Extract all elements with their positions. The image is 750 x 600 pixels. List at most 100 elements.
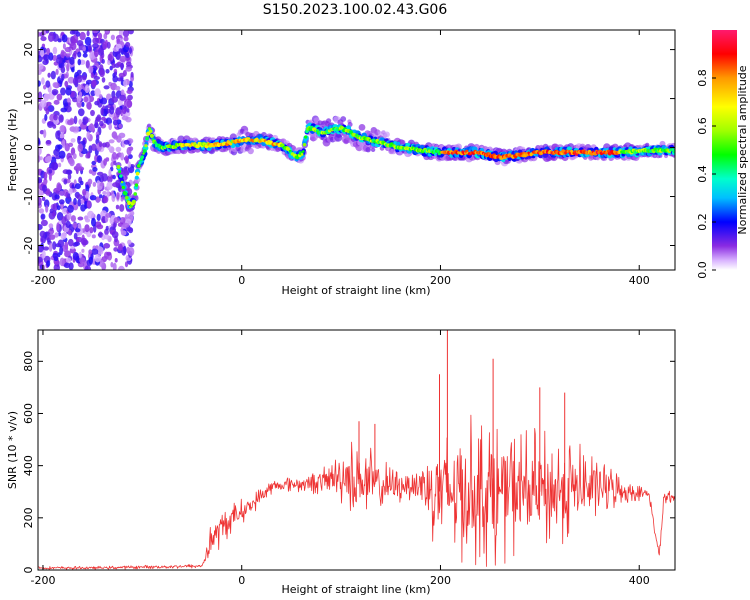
noise-blob bbox=[65, 87, 72, 96]
noise-blob bbox=[67, 119, 74, 126]
noise-blob bbox=[97, 47, 104, 56]
noise-blob bbox=[74, 183, 81, 190]
noise-blob bbox=[53, 99, 60, 105]
snr-x-label: Height of straight line (km) bbox=[281, 583, 430, 596]
noise-blob bbox=[126, 147, 132, 156]
noise-blob bbox=[48, 52, 54, 61]
noise-blob bbox=[43, 246, 50, 251]
ridge-core bbox=[133, 192, 137, 196]
noise-blob bbox=[102, 191, 107, 195]
noise-blob bbox=[78, 251, 82, 259]
colorbar-gradient bbox=[712, 30, 737, 270]
ridge-core bbox=[138, 161, 142, 165]
noise-blob bbox=[56, 222, 60, 232]
noise-blob bbox=[99, 194, 103, 199]
y-tick-label: 0 bbox=[22, 144, 35, 151]
ridge-core bbox=[145, 136, 149, 140]
noise-blob bbox=[105, 117, 113, 125]
noise-blob bbox=[43, 84, 47, 90]
noise-blob bbox=[85, 184, 90, 193]
noise-blob bbox=[119, 63, 125, 69]
noise-blob bbox=[54, 194, 60, 200]
noise-blob bbox=[118, 243, 123, 251]
noise-blob bbox=[73, 232, 78, 240]
noise-blob bbox=[86, 131, 91, 140]
noise-blob bbox=[126, 108, 130, 113]
noise-blob bbox=[40, 213, 46, 220]
ridge-band bbox=[396, 141, 401, 146]
noise-blob bbox=[96, 134, 100, 141]
noise-blob bbox=[41, 235, 46, 244]
noise-blob bbox=[38, 256, 43, 263]
ridge-band bbox=[186, 139, 191, 144]
noise-blob bbox=[92, 167, 98, 172]
noise-blob bbox=[91, 160, 97, 166]
spectrogram-panel: -200 0 200 400 -20 -10 0 10 20 Height of straig… bbox=[6, 29, 676, 297]
noise-blob bbox=[61, 216, 67, 225]
ridge-core bbox=[121, 185, 126, 190]
noise-blob bbox=[79, 180, 84, 186]
noise-blob bbox=[49, 208, 54, 214]
noise-blob bbox=[116, 192, 120, 200]
noise-blob bbox=[115, 107, 122, 115]
noise-blob bbox=[115, 85, 121, 91]
noise-blob bbox=[100, 107, 104, 116]
noise-blob bbox=[88, 249, 93, 255]
noise-blob bbox=[52, 82, 58, 88]
ridge-core bbox=[281, 143, 285, 147]
noise-blob bbox=[43, 93, 49, 102]
noise-blob bbox=[97, 32, 103, 40]
ridge-core bbox=[140, 155, 145, 159]
noise-blob bbox=[112, 119, 119, 126]
noise-blob bbox=[57, 252, 61, 258]
noise-blob bbox=[59, 246, 63, 256]
noise-blob bbox=[119, 204, 125, 212]
noise-blob bbox=[56, 205, 61, 211]
noise-blob bbox=[53, 114, 58, 121]
noise-blob bbox=[58, 232, 62, 237]
noise-blob bbox=[43, 129, 47, 139]
noise-blob bbox=[56, 57, 63, 64]
noise-blob bbox=[96, 155, 103, 164]
noise-blob bbox=[46, 260, 51, 267]
noise-blob bbox=[78, 119, 82, 125]
ridge-halo bbox=[377, 131, 383, 136]
noise-blob bbox=[90, 72, 94, 79]
noise-blob bbox=[98, 259, 104, 267]
noise-blob bbox=[42, 59, 49, 66]
noise-blob bbox=[57, 239, 65, 248]
noise-blob bbox=[52, 46, 58, 55]
noise-blob bbox=[60, 87, 66, 96]
noise-blob bbox=[94, 49, 99, 58]
noise-blob bbox=[39, 100, 47, 108]
noise-blob bbox=[41, 250, 46, 259]
noise-blob bbox=[48, 33, 54, 42]
noise-blob bbox=[122, 30, 130, 38]
spectrogram-noise-region bbox=[38, 30, 135, 270]
noise-blob bbox=[59, 125, 66, 133]
noise-blob bbox=[72, 222, 78, 229]
noise-blob bbox=[94, 100, 100, 106]
noise-blob bbox=[48, 223, 54, 229]
ridge-halo bbox=[247, 147, 254, 155]
noise-blob bbox=[125, 157, 129, 164]
ridge-core bbox=[304, 135, 308, 139]
noise-blob bbox=[118, 72, 126, 78]
noise-blob bbox=[100, 97, 108, 105]
noise-blob bbox=[105, 212, 112, 218]
noise-blob bbox=[73, 197, 77, 206]
noise-blob bbox=[78, 108, 85, 117]
noise-blob bbox=[120, 152, 124, 161]
noise-blob bbox=[53, 148, 60, 156]
noise-blob bbox=[77, 58, 82, 66]
ridge-core bbox=[672, 149, 675, 153]
noise-blob bbox=[109, 105, 115, 115]
colorbar-ticks: 0.0 0.2 0.4 0.6 0.8 bbox=[696, 69, 716, 279]
noise-blob bbox=[91, 248, 99, 255]
noise-blob bbox=[125, 67, 132, 72]
noise-blob bbox=[118, 265, 125, 270]
noise-blob bbox=[72, 126, 80, 132]
noise-blob bbox=[72, 252, 79, 261]
noise-blob bbox=[118, 132, 126, 139]
noise-blob bbox=[39, 31, 45, 37]
